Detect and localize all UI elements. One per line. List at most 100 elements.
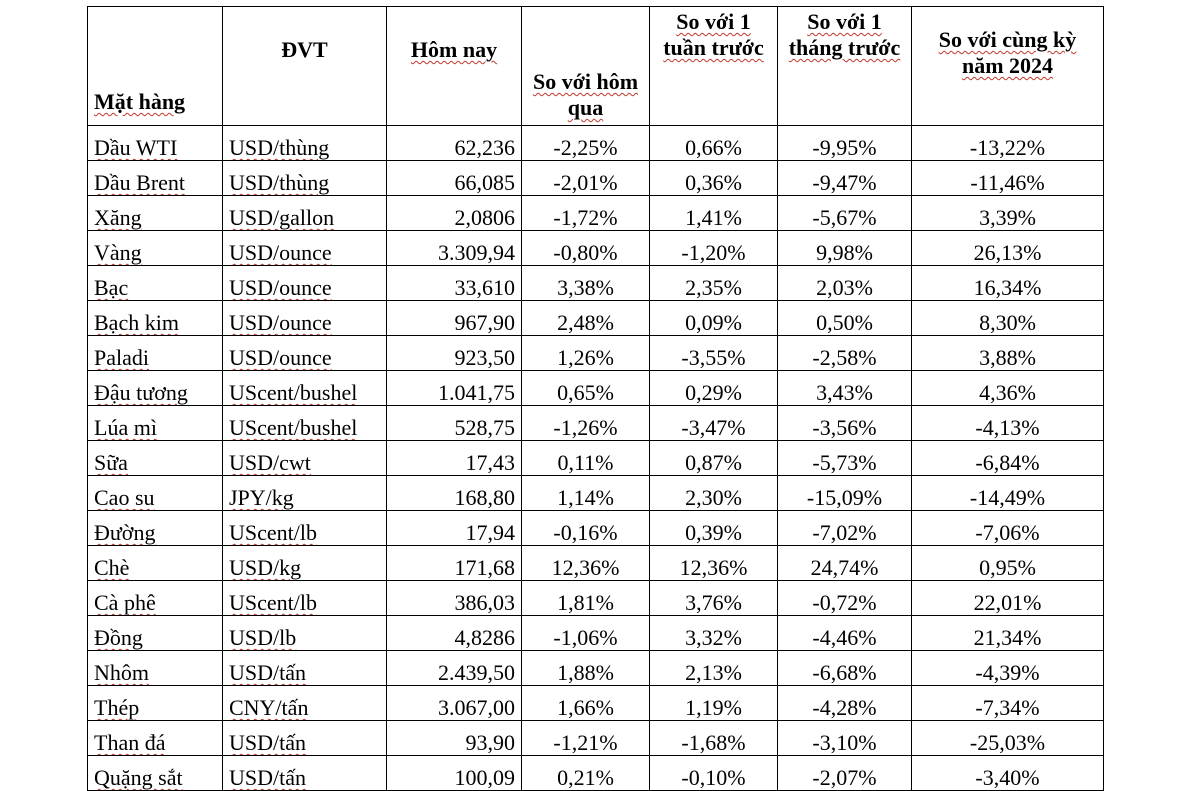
cell-commodity: Quặng sắt <box>87 755 223 791</box>
cell-vs-week: 3,76% <box>649 580 778 616</box>
cell-vs-month: 0,50% <box>777 300 912 336</box>
cell-vs-week: 2,13% <box>649 650 778 686</box>
cell-commodity: Nhôm <box>87 650 223 686</box>
cell-vs-year: -4,39% <box>911 650 1104 686</box>
cell-vs-week: 0,87% <box>649 440 778 476</box>
cell-commodity: Đường <box>87 510 223 546</box>
cell-vs-week: 12,36% <box>649 545 778 581</box>
cell-vs-yesterday: -2,01% <box>521 160 650 196</box>
header-vs-yesterday: So với hôm qua <box>521 6 650 126</box>
header-today: Hôm nay <box>386 6 522 126</box>
table-row: Dầu Brent USD/thùng 66,085 -2,01% 0,36% -9,47… <box>87 160 1104 196</box>
cell-today: 923,50 <box>386 335 522 371</box>
cell-vs-year: 3,39% <box>911 195 1104 231</box>
cell-vs-week: -1,20% <box>649 230 778 266</box>
cell-vs-week: 2,35% <box>649 265 778 301</box>
cell-vs-month: -9,95% <box>777 125 912 161</box>
cell-unit: USD/ounce <box>222 335 387 371</box>
table-header-row: Mặt hàng ĐVT Hôm nay So với hôm qua So v… <box>87 6 1104 126</box>
cell-unit: USD/thùng <box>222 160 387 196</box>
cell-unit: UScent/bushel <box>222 405 387 441</box>
cell-vs-yesterday: 1,88% <box>521 650 650 686</box>
header-vs-month: So với 1 tháng trước <box>777 6 912 126</box>
cell-commodity: Dầu Brent <box>87 160 223 196</box>
table-row: Than đá USD/tấn 93,90 -1,21% -1,68% -3,10% -25… <box>87 720 1104 756</box>
cell-vs-week: -1,68% <box>649 720 778 756</box>
cell-vs-year: -4,13% <box>911 405 1104 441</box>
cell-vs-yesterday: 0,21% <box>521 755 650 791</box>
cell-vs-week: 2,30% <box>649 475 778 511</box>
cell-vs-yesterday: -1,26% <box>521 405 650 441</box>
cell-vs-year: -6,84% <box>911 440 1104 476</box>
cell-unit: USD/ounce <box>222 300 387 336</box>
cell-vs-yesterday: 1,14% <box>521 475 650 511</box>
commodity-price-table: Mặt hàng ĐVT Hôm nay So với hôm qua So v… <box>87 6 1104 791</box>
cell-commodity: Than đá <box>87 720 223 756</box>
table-row: Dầu WTI USD/thùng 62,236 -2,25% 0,66% -9,95% -… <box>87 125 1104 161</box>
cell-commodity: Cao su <box>87 475 223 511</box>
cell-vs-month: -6,68% <box>777 650 912 686</box>
table-row: Đường UScent/lb 17,94 -0,16% 0,39% -7,02% -7,0… <box>87 510 1104 546</box>
cell-vs-month: 9,98% <box>777 230 912 266</box>
table-row: Chè USD/kg 171,68 12,36% 12,36% 24,74% 0,95% <box>87 545 1104 581</box>
cell-vs-month: -2,58% <box>777 335 912 371</box>
cell-vs-year: -3,40% <box>911 755 1104 791</box>
header-commodity: Mặt hàng <box>87 6 223 126</box>
cell-vs-month: -2,07% <box>777 755 912 791</box>
cell-vs-year: 3,88% <box>911 335 1104 371</box>
cell-today: 3.309,94 <box>386 230 522 266</box>
cell-today: 62,236 <box>386 125 522 161</box>
cell-vs-yesterday: 1,81% <box>521 580 650 616</box>
cell-unit: UScent/bushel <box>222 370 387 406</box>
cell-today: 100,09 <box>386 755 522 791</box>
cell-unit: USD/kg <box>222 545 387 581</box>
table-row: Bạch kim USD/ounce 967,90 2,48% 0,09% 0,50% 8,… <box>87 300 1104 336</box>
cell-today: 528,75 <box>386 405 522 441</box>
cell-vs-month: -9,47% <box>777 160 912 196</box>
cell-vs-month: -0,72% <box>777 580 912 616</box>
cell-vs-week: 0,39% <box>649 510 778 546</box>
table-row: Xăng USD/gallon 2,0806 -1,72% 1,41% -5,67% 3,3… <box>87 195 1104 231</box>
cell-commodity: Paladi <box>87 335 223 371</box>
table-row: Quặng sắt USD/tấn 100,09 0,21% -0,10% -2,07% -… <box>87 755 1104 791</box>
cell-unit: UScent/lb <box>222 580 387 616</box>
cell-vs-year: -7,34% <box>911 685 1104 721</box>
cell-vs-yesterday: -1,06% <box>521 615 650 651</box>
cell-commodity: Dầu WTI <box>87 125 223 161</box>
cell-unit: USD/ounce <box>222 230 387 266</box>
cell-commodity: Bạch kim <box>87 300 223 336</box>
cell-vs-year: 0,95% <box>911 545 1104 581</box>
cell-today: 386,03 <box>386 580 522 616</box>
cell-vs-week: 0,29% <box>649 370 778 406</box>
cell-vs-year: 16,34% <box>911 265 1104 301</box>
cell-commodity: Vàng <box>87 230 223 266</box>
cell-unit: USD/thùng <box>222 125 387 161</box>
table-row: Thép CNY/tấn 3.067,00 1,66% 1,19% -4,28% -7,34… <box>87 685 1104 721</box>
table-row: Đậu tương UScent/bushel 1.041,75 0,65% 0,29%… <box>87 370 1104 406</box>
cell-vs-yesterday: 12,36% <box>521 545 650 581</box>
cell-commodity: Thép <box>87 685 223 721</box>
cell-vs-yesterday: 1,26% <box>521 335 650 371</box>
cell-vs-month: -5,73% <box>777 440 912 476</box>
cell-vs-year: 26,13% <box>911 230 1104 266</box>
cell-vs-month: -4,46% <box>777 615 912 651</box>
header-vs-week: So với 1 tuần trước <box>649 6 778 126</box>
header-unit: ĐVT <box>222 6 387 126</box>
cell-unit: USD/tấn <box>222 650 387 686</box>
cell-unit: JPY/kg <box>222 475 387 511</box>
cell-unit: USD/ounce <box>222 265 387 301</box>
cell-today: 2.439,50 <box>386 650 522 686</box>
table-row: Sữa USD/cwt 17,43 0,11% 0,87% -5,73% -6,84% <box>87 440 1104 476</box>
cell-unit: USD/tấn <box>222 755 387 791</box>
table-body: Dầu WTI USD/thùng 62,236 -2,25% 0,66% -9,95% -… <box>87 125 1104 791</box>
cell-vs-year: -13,22% <box>911 125 1104 161</box>
cell-today: 17,94 <box>386 510 522 546</box>
cell-vs-year: 21,34% <box>911 615 1104 651</box>
cell-vs-week: -3,55% <box>649 335 778 371</box>
cell-vs-yesterday: -1,21% <box>521 720 650 756</box>
cell-vs-yesterday: -0,16% <box>521 510 650 546</box>
cell-vs-month: 3,43% <box>777 370 912 406</box>
cell-vs-year: -7,06% <box>911 510 1104 546</box>
table-row: Đồng USD/lb 4,8286 -1,06% 3,32% -4,46% 21,34% <box>87 615 1104 651</box>
cell-vs-yesterday: 0,65% <box>521 370 650 406</box>
